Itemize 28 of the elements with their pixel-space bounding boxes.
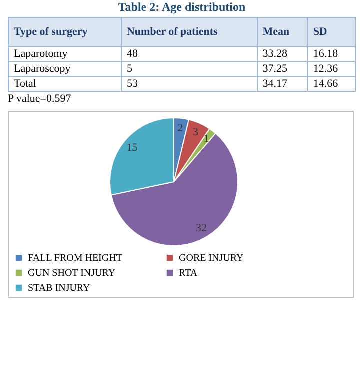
legend-label: GORE INJURY xyxy=(179,253,244,264)
text: Number of patients xyxy=(121,18,258,46)
text: 14.66 xyxy=(308,76,356,92)
data-label: 2 xyxy=(178,122,184,134)
legend-label: RTA xyxy=(179,268,198,279)
text: Laparoscopy xyxy=(8,62,122,76)
text: 53 xyxy=(121,76,258,92)
text: Total xyxy=(8,76,122,92)
data-label: 3 xyxy=(193,126,200,139)
text: 48 xyxy=(121,46,258,62)
text: 37.25 xyxy=(257,62,308,76)
legend-label: STAB INJURY xyxy=(28,283,90,294)
data-label: 1 xyxy=(204,133,210,146)
data-label: 32 xyxy=(196,222,207,234)
text: P value=0.597 xyxy=(8,93,72,105)
text: 34.17 xyxy=(257,76,308,92)
text: Laparotomy xyxy=(8,46,122,62)
text: Mean xyxy=(257,18,308,46)
text: SD xyxy=(308,18,356,46)
text: 5 xyxy=(121,62,258,76)
text: 16.18 xyxy=(308,46,356,62)
text: Type of surgery xyxy=(8,18,122,46)
text: 12.36 xyxy=(308,62,356,76)
text: 33.28 xyxy=(257,46,308,62)
data-label: 15 xyxy=(126,142,138,154)
legend-label: GUN SHOT INJURY xyxy=(28,268,116,279)
legend-label: FALL FROM HEIGHT xyxy=(28,253,122,264)
text: Table 2: Age distribution xyxy=(117,0,247,15)
